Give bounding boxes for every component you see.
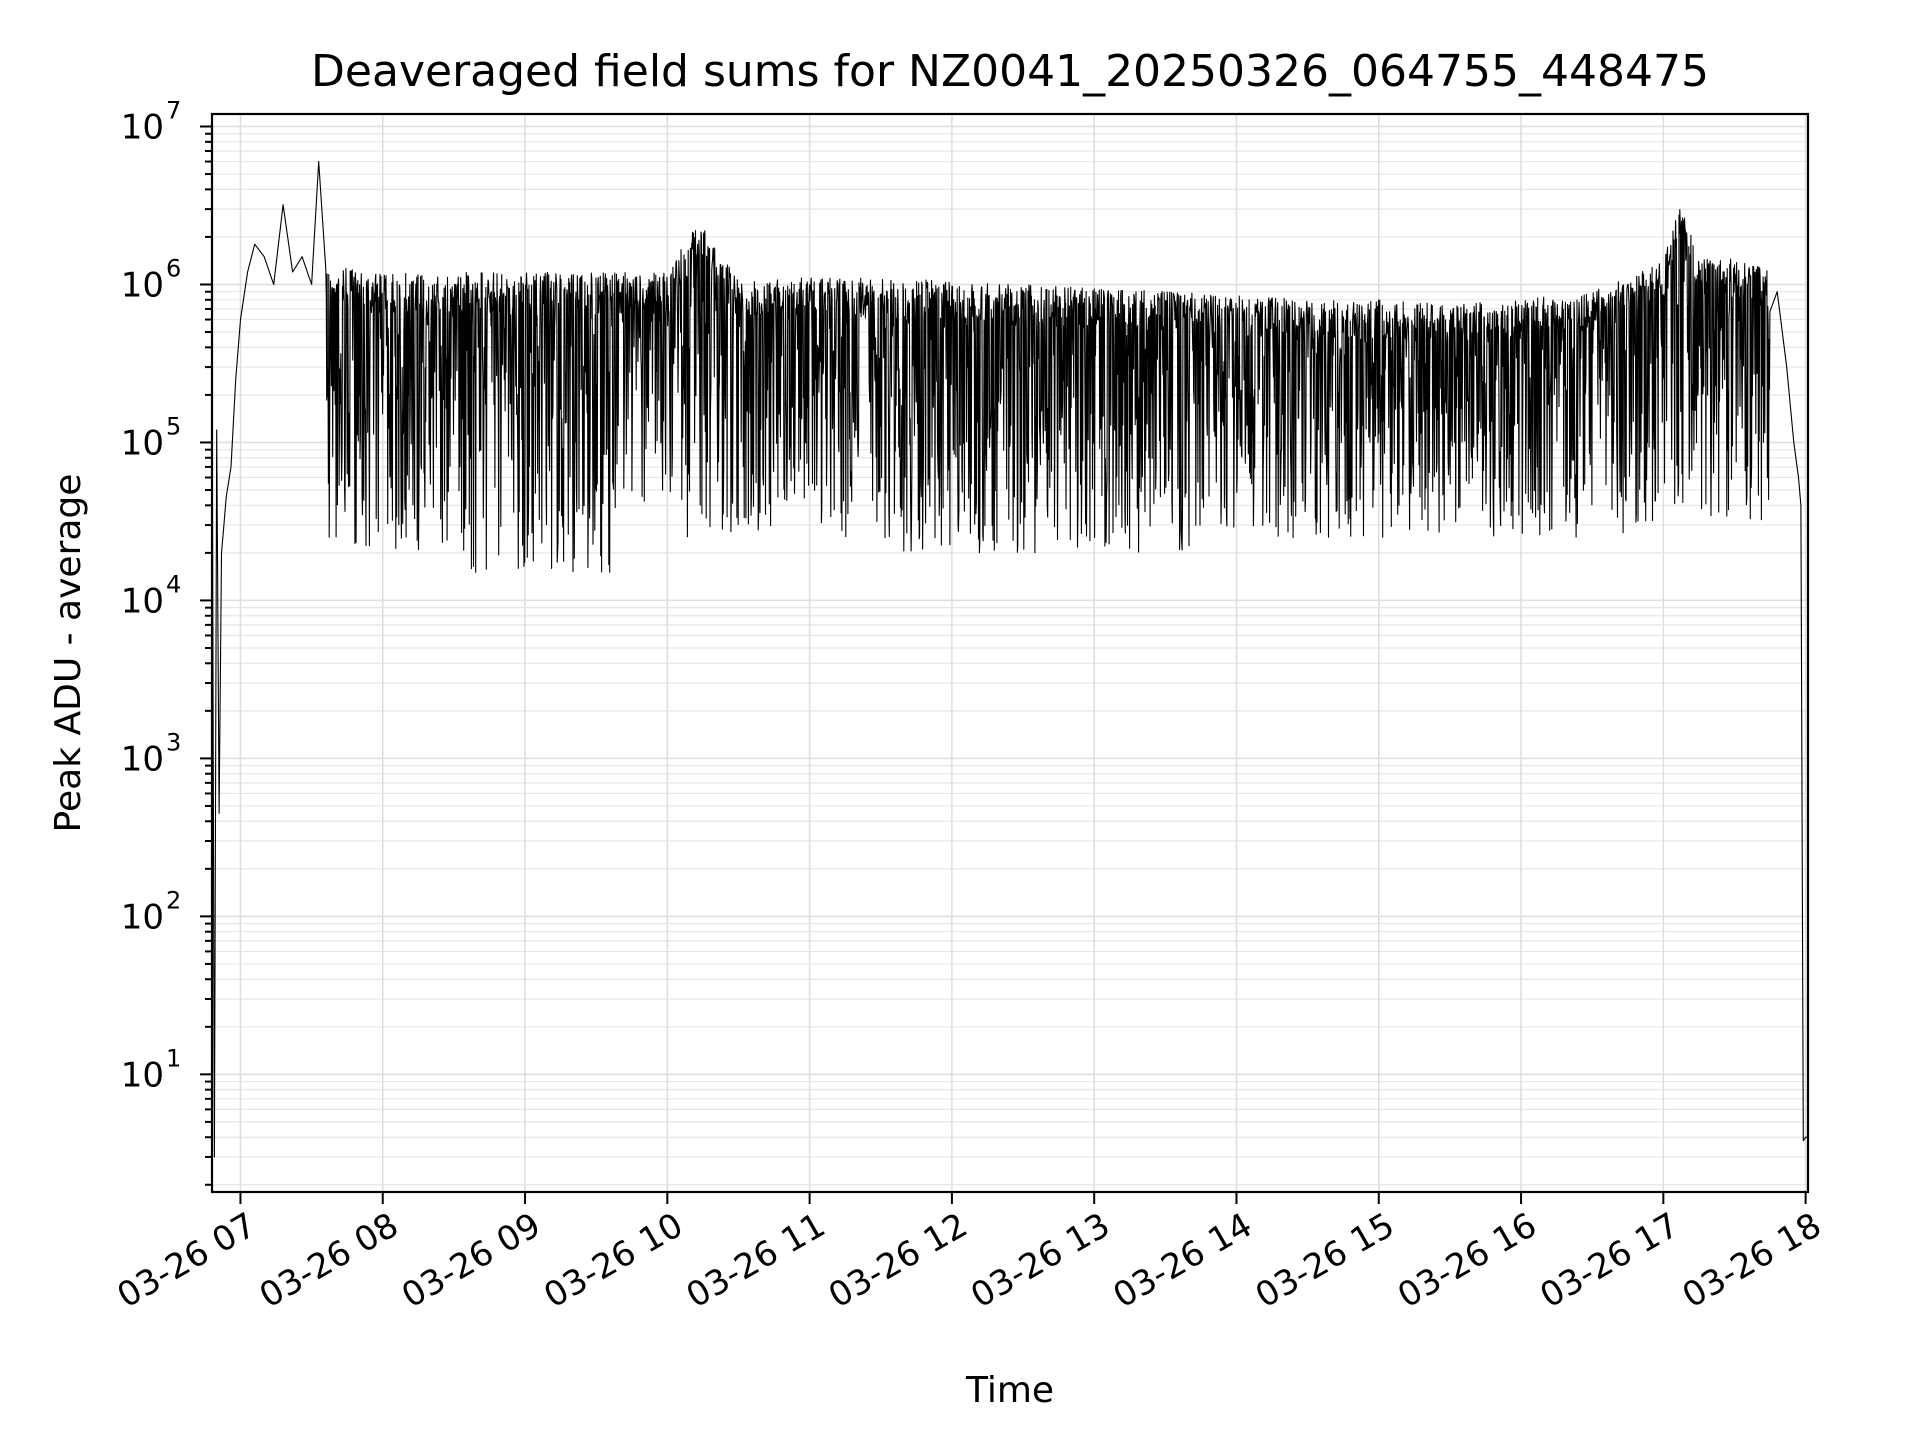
y-tick-label: 10 [121,581,164,621]
y-tick-exponent: 2 [166,886,181,914]
y-tick-exponent: 5 [166,412,181,440]
y-tick-exponent: 1 [166,1044,181,1072]
y-tick-label: 10 [121,1055,164,1095]
y-tick-exponent: 4 [166,570,181,598]
y-tick-label: 10 [121,108,164,148]
y-tick-exponent: 6 [166,254,181,282]
y-tick-label: 10 [121,423,164,463]
chart-title: Deaveraged field sums for NZ0041_2025032… [311,46,1709,97]
x-axis-label: Time [965,1370,1054,1411]
y-axis-label: Peak ADU - average [48,474,89,833]
data-series [211,161,1808,1158]
plot-area-frame [210,112,1810,1194]
y-tick-exponent: 3 [166,728,181,756]
y-tick-label: 10 [121,265,164,305]
series-line [211,161,1808,1158]
grid [212,114,1808,1192]
y-tick-label: 10 [121,897,164,937]
y-tick-exponent: 7 [166,97,181,125]
y-tick-label: 10 [121,739,164,779]
